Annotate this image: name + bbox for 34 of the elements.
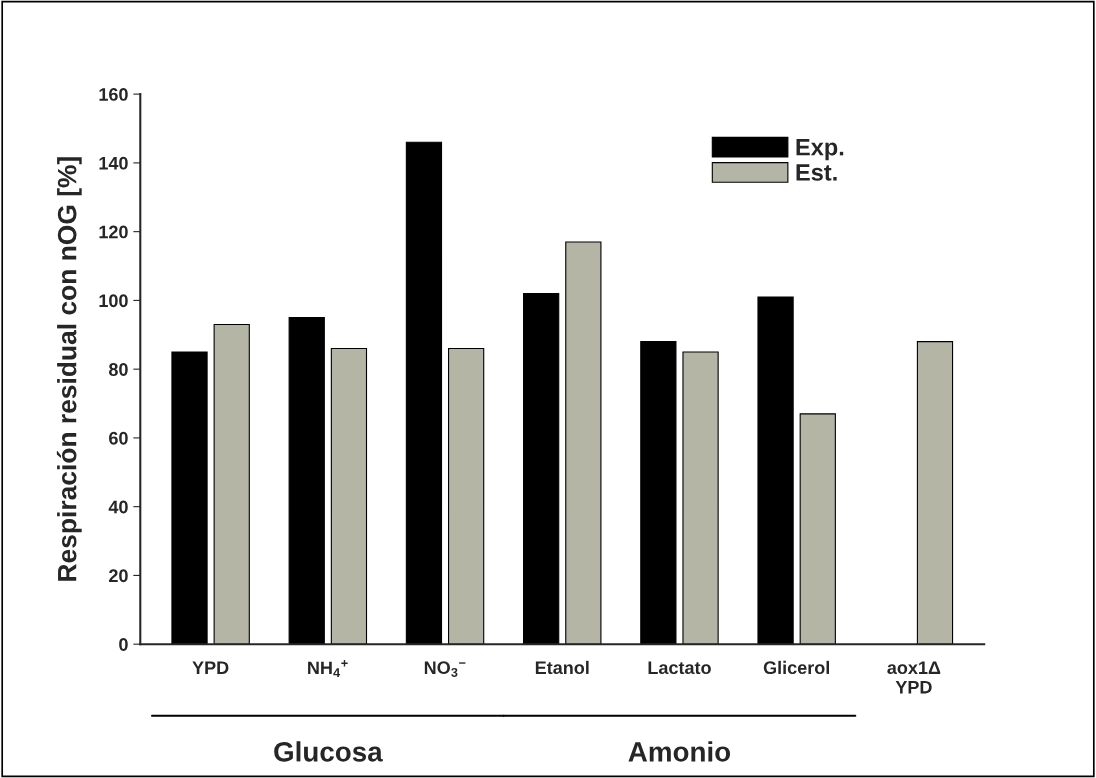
bar: [171, 351, 208, 645]
x-tick-label: aox1Δ YPD: [887, 661, 941, 694]
y-tick-label: 160: [99, 88, 128, 101]
y-tick-label: 20: [109, 569, 128, 583]
bar: [916, 341, 954, 645]
text: Amonio: [628, 741, 731, 762]
y-tick-label: 40: [108, 500, 128, 514]
x-tick-label: NH$_{4}$$^{+}$: [308, 659, 348, 677]
y-tick-label: 100: [99, 294, 128, 308]
bar: [757, 296, 794, 645]
y-tick-label: 140: [99, 156, 128, 170]
x-tick-label: YPD: [192, 661, 229, 674]
bar: [799, 413, 836, 645]
y-tick-label: 60: [109, 431, 128, 445]
x-tick-label: NO$_{3}$$^{−}$: [424, 661, 466, 677]
legend-label: Est.: [796, 164, 837, 181]
x-tick-label: Glicerol: [763, 660, 830, 675]
x-tick-label: Etanol: [535, 660, 589, 675]
y-tick-label: 120: [99, 225, 128, 239]
y-axis-title: Respiración residual con nOG [%]: [56, 157, 82, 581]
bar: [288, 317, 325, 645]
bar: [682, 351, 719, 645]
x-tick-label: Lactato: [648, 661, 711, 675]
bar: [640, 341, 677, 645]
y-tick-label: 0: [119, 638, 128, 651]
y-tick-label: 80: [108, 363, 128, 376]
bar: [213, 323, 250, 645]
text: Glucosa: [274, 741, 383, 762]
bar: [565, 241, 602, 645]
bar: [447, 347, 485, 645]
bar: [523, 292, 560, 645]
bar: [330, 347, 368, 645]
legend-label: Exp.: [796, 139, 844, 161]
bar: [405, 141, 443, 645]
